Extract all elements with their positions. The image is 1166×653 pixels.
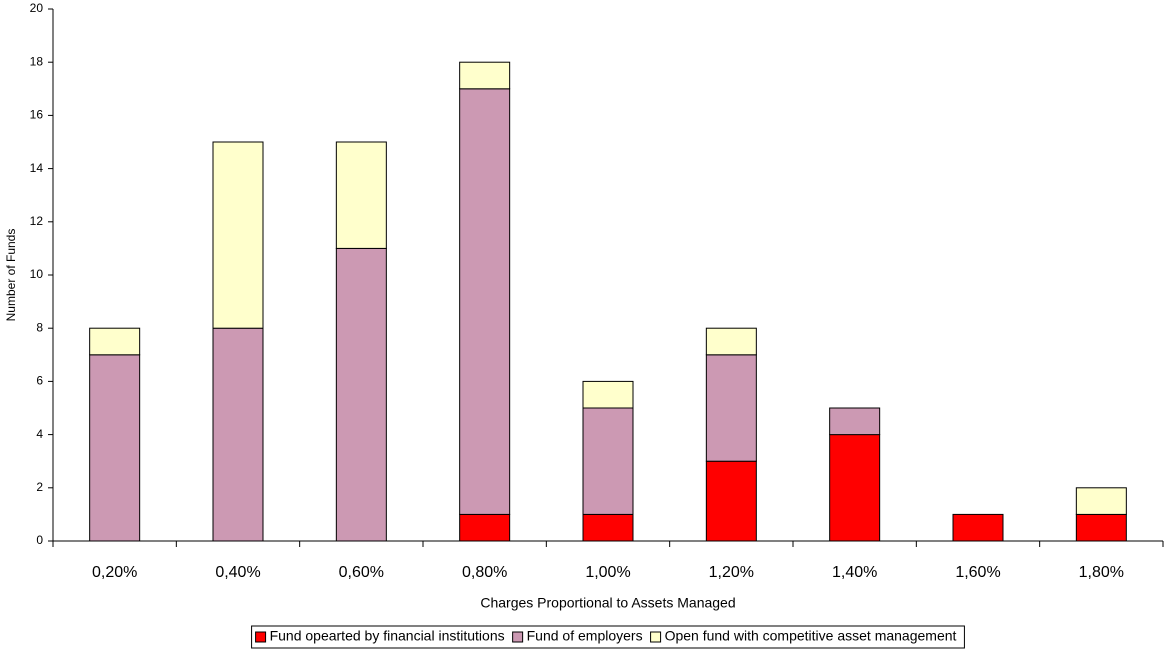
bar-segment bbox=[335, 247, 387, 542]
x-tick-label: 0,20% bbox=[92, 564, 137, 581]
bar-segment bbox=[212, 141, 264, 329]
bar-segment bbox=[459, 513, 511, 542]
bar-segment bbox=[705, 354, 757, 462]
y-tick-label: 0 bbox=[36, 533, 43, 547]
x-tick-label: 0,40% bbox=[215, 564, 260, 581]
bar-segment bbox=[582, 513, 634, 542]
bar-segment bbox=[952, 513, 1004, 542]
y-tick-label: 20 bbox=[30, 1, 44, 15]
legend-swatch bbox=[255, 631, 267, 643]
legend-label: Open fund with competitive asset managem… bbox=[665, 628, 957, 644]
x-tick-label: 1,60% bbox=[955, 564, 1000, 581]
x-axis-label: Charges Proportional to Assets Managed bbox=[480, 595, 735, 611]
bar-segment bbox=[829, 434, 881, 542]
bar-segment bbox=[582, 380, 634, 409]
y-tick-label: 12 bbox=[30, 214, 44, 228]
bar-segment bbox=[459, 88, 511, 515]
x-tick-label: 1,80% bbox=[1079, 564, 1124, 581]
x-tick-label: 1,40% bbox=[832, 564, 877, 581]
x-tick-label: 0,60% bbox=[339, 564, 384, 581]
legend-label: Fund of employers bbox=[527, 628, 643, 644]
bar-segment bbox=[705, 460, 757, 542]
bar-segment bbox=[335, 141, 387, 249]
bar-segment bbox=[1075, 487, 1127, 515]
bar-segment bbox=[1075, 513, 1127, 542]
bar-segment bbox=[705, 327, 757, 356]
y-tick-label: 18 bbox=[30, 54, 44, 68]
y-tick-label: 4 bbox=[36, 427, 43, 441]
legend-label: Fund opearted by financial institutions bbox=[270, 628, 505, 644]
bar-segment bbox=[212, 327, 264, 542]
bar-segment bbox=[89, 327, 141, 356]
y-tick-label: 14 bbox=[30, 161, 44, 175]
x-tick-label: 1,20% bbox=[709, 564, 754, 581]
y-tick-label: 16 bbox=[30, 108, 44, 122]
y-axis-label: Number of Funds bbox=[4, 229, 18, 322]
y-tick-label: 2 bbox=[36, 480, 43, 494]
bar-segment bbox=[89, 354, 141, 542]
y-tick-label: 8 bbox=[36, 320, 43, 334]
legend-swatch bbox=[512, 631, 524, 643]
bar-segment bbox=[829, 407, 881, 436]
y-tick-label: 6 bbox=[36, 374, 43, 388]
bar-segment bbox=[459, 61, 511, 90]
legend-swatch bbox=[650, 631, 662, 643]
y-tick-label: 10 bbox=[30, 267, 44, 281]
x-tick-label: 1,00% bbox=[585, 564, 630, 581]
x-tick-label: 0,80% bbox=[462, 564, 507, 581]
legend-box bbox=[251, 625, 965, 649]
bar-segment bbox=[582, 407, 634, 515]
